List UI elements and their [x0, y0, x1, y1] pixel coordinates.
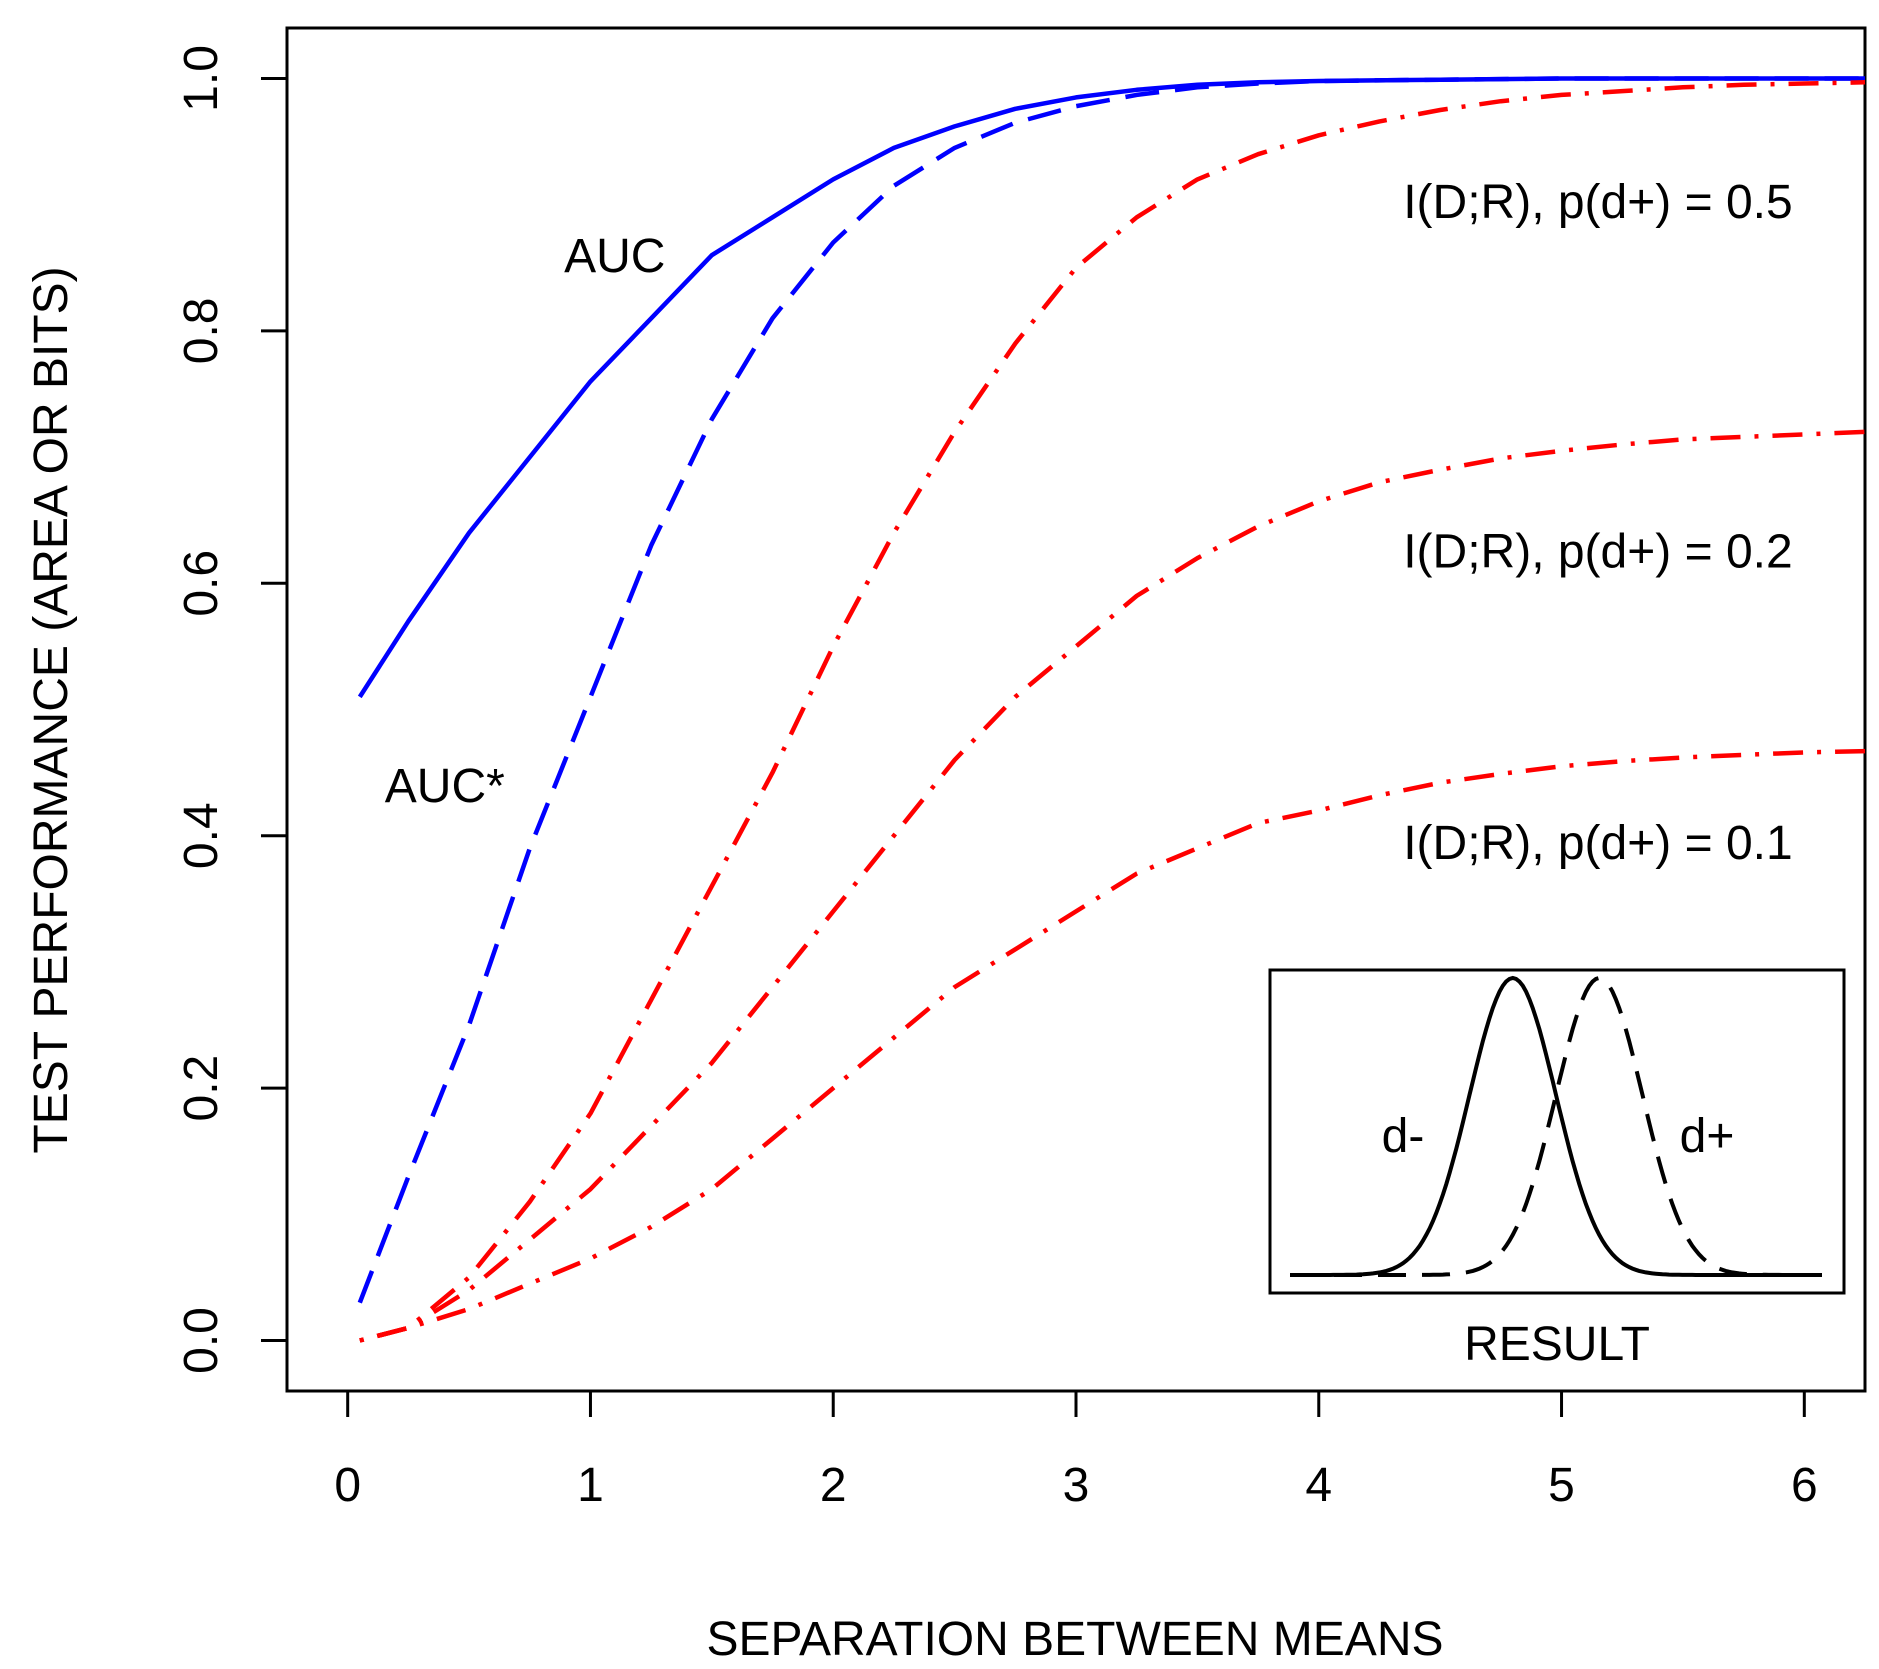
inset-neg-curve: [1290, 975, 1822, 1277]
series-label-i-d-r-p-d-0-1: I(D;R), p(d+) = 0.1: [1403, 817, 1792, 870]
x-axis-label: SEPARATION BETWEEN MEANS: [707, 1613, 1444, 1666]
y-tick-label: 0.6: [175, 550, 228, 617]
series-line-auc: [357, 76, 1865, 699]
x-tick-label: 2: [820, 1459, 847, 1512]
series-line-i-d-r-p-d-0-1: [359, 748, 1866, 1343]
series-labels: AUC AUC* I(D;R), p(d+) = 0.5 I(D;R), p(d+) …: [385, 176, 1793, 870]
y-tick-label: 0.4: [175, 802, 228, 869]
y-axis: 0.0 0.2 0.4 0.6 0.8 1.0: [175, 45, 287, 1374]
series-label-auc: AUC: [564, 230, 665, 283]
y-axis-label: TEST PERFORMANCE (AREA OR BITS): [25, 266, 78, 1153]
y-tick-label: 0.8: [175, 298, 228, 365]
series-line-i-d-r-p-d-0-5: [359, 80, 1866, 1343]
series-line-auc: [357, 76, 1865, 1304]
y-tick-label: 0.2: [175, 1055, 228, 1122]
series-label-i-d-r-p-d-0-2: I(D;R), p(d+) = 0.2: [1403, 525, 1792, 578]
inset-box: [1268, 968, 1846, 1295]
inset-pos-curve: [1290, 975, 1822, 1277]
inset-pos-label: d+: [1680, 1110, 1735, 1163]
inset: d- d+ RESULT: [1268, 968, 1846, 1371]
series-label-auc: AUC*: [385, 760, 505, 813]
x-tick-label: 6: [1791, 1459, 1818, 1512]
x-tick-label: 4: [1305, 1459, 1332, 1512]
y-tick-label: 1.0: [175, 45, 228, 112]
x-tick-label: 3: [1063, 1459, 1090, 1512]
series-layer: [357, 76, 1866, 1343]
inset-neg-label: d-: [1382, 1110, 1425, 1163]
series-label-i-d-r-p-d-0-5: I(D;R), p(d+) = 0.5: [1403, 176, 1792, 229]
x-tick-label: 5: [1548, 1459, 1575, 1512]
inset-x-label: RESULT: [1464, 1318, 1650, 1371]
x-axis: 0 1 2 3 4 5 6: [334, 1389, 1818, 1512]
y-tick-label: 0.0: [175, 1307, 228, 1374]
series-line-i-d-r-p-d-0-2: [359, 429, 1866, 1343]
x-tick-label: 0: [334, 1459, 361, 1512]
x-tick-label: 1: [577, 1459, 604, 1512]
